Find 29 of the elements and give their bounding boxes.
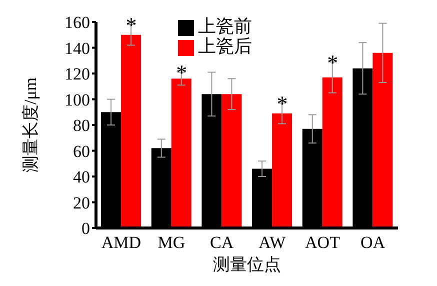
- y-tick-label: 40: [73, 168, 90, 187]
- x-tick-label: CA: [210, 233, 234, 252]
- bar: [322, 77, 342, 228]
- x-tick-label: AOT: [305, 233, 341, 252]
- x-tick-label: AMD: [101, 233, 142, 252]
- y-tick-label: 20: [73, 193, 90, 212]
- y-tick-label: 60: [73, 142, 90, 161]
- legend-label: 上瓷前: [198, 16, 252, 36]
- annotation: *: [126, 12, 137, 38]
- y-tick-label: 80: [73, 116, 90, 136]
- x-tick-label: OA: [360, 233, 386, 252]
- bar: [372, 52, 393, 228]
- annotation: *: [327, 50, 338, 75]
- bar: [222, 94, 242, 228]
- bar: [121, 34, 142, 228]
- y-tick-label: 120: [64, 64, 90, 84]
- y-axis-title: 测量长度/μm: [21, 77, 40, 173]
- y-tick-label: 140: [64, 38, 90, 58]
- bar: [272, 113, 292, 228]
- bar: [171, 78, 192, 228]
- legend-label: 上瓷后: [198, 36, 252, 56]
- annotation: *: [176, 60, 188, 86]
- y-tick-label: 0: [82, 219, 90, 238]
- y-tick-label: 160: [64, 13, 90, 32]
- x-axis-title: 测量位点: [213, 255, 281, 274]
- x-tick-label: MG: [158, 233, 186, 252]
- x-tick-label: AW: [258, 233, 287, 252]
- annotation: *: [276, 91, 288, 116]
- y-tick-label: 100: [64, 90, 90, 110]
